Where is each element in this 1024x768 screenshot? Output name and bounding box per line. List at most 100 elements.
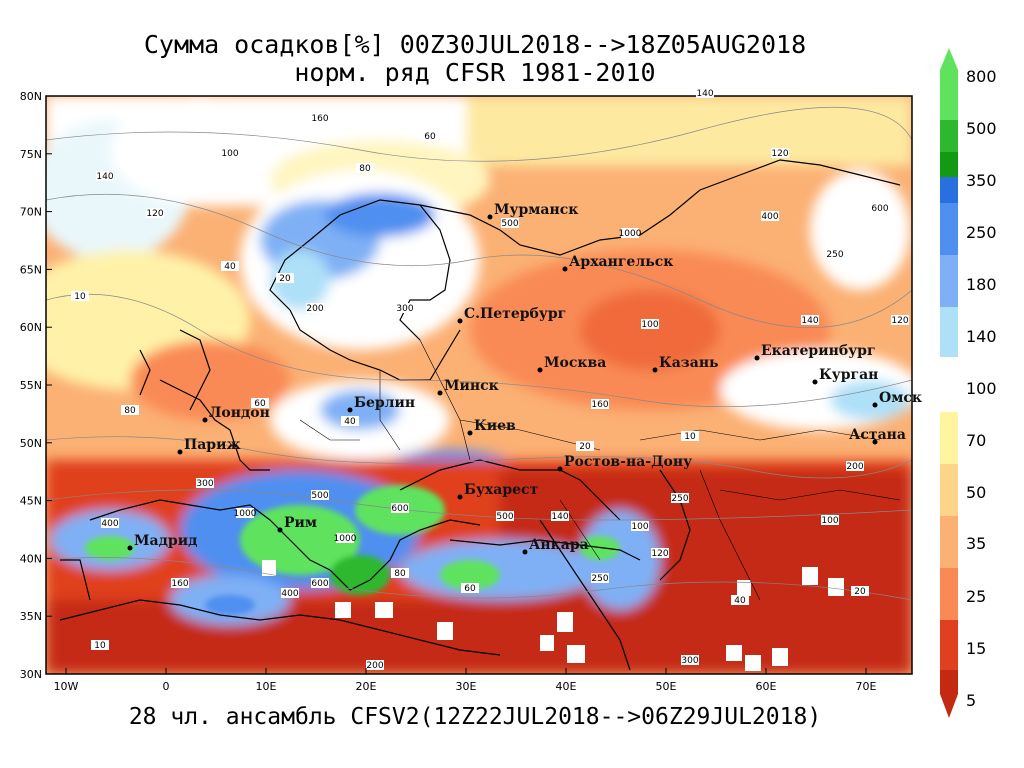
svg-text:300: 300: [196, 479, 213, 489]
lat-tick-label: 55N: [20, 379, 42, 392]
city-marker: Минск: [437, 378, 499, 396]
contour-value-label: 100: [631, 521, 649, 532]
contour-value-label: 1000: [334, 533, 357, 544]
contour-value-label: 1000: [234, 508, 257, 519]
latitude-axis: 80N 75N 70N 65N 60N 55N 50N 45N 40N 35N 30N: [20, 90, 52, 681]
city-name: Астана: [849, 427, 906, 443]
svg-text:60: 60: [254, 399, 266, 409]
svg-text:300: 300: [396, 304, 413, 314]
colorbar-segment: [940, 516, 958, 568]
colorbar-label: 70: [966, 431, 986, 450]
contour-value-label: 20: [851, 586, 869, 597]
city-marker: Париж: [177, 437, 241, 455]
lat-tick-label: 75N: [20, 148, 42, 161]
lon-tick-label: 70E: [856, 680, 877, 693]
contour-value-label: 140: [96, 171, 114, 182]
colorbar-segment: [940, 70, 958, 120]
colorbar-label: 350: [966, 171, 997, 190]
svg-text:160: 160: [171, 579, 188, 589]
city-name: Анкара: [529, 537, 589, 553]
svg-text:40: 40: [224, 262, 236, 272]
contour-value-label: 40: [731, 595, 749, 606]
city-marker: Курган: [812, 367, 878, 385]
lat-tick-label: 50N: [20, 437, 42, 450]
svg-text:100: 100: [221, 149, 238, 159]
colorbar-bottom-arrow: [940, 694, 958, 718]
contour-value-label: 100: [221, 148, 239, 159]
contour-value-label: 200: [366, 660, 384, 671]
svg-text:200: 200: [846, 462, 863, 472]
city-marker: Ростов-на-Дону: [557, 454, 692, 472]
svg-text:10: 10: [94, 641, 106, 651]
city-name: Москва: [544, 355, 606, 371]
colorbar-label: 25: [966, 587, 986, 606]
colorbar-label: 50: [966, 483, 986, 502]
lat-tick-label: 65N: [20, 263, 42, 276]
lat-tick-label: 60N: [20, 321, 42, 334]
svg-text:40: 40: [734, 596, 746, 606]
contour-value-label: 120: [771, 148, 789, 159]
colorbar-label: 800: [966, 67, 997, 86]
contour-value-label: 20: [276, 273, 294, 284]
city-marker: Мадрид: [127, 533, 197, 551]
city-name: Омск: [879, 390, 922, 406]
svg-text:60: 60: [424, 132, 436, 142]
contour-value-label: 120: [891, 315, 909, 326]
contour-value-label: 160: [171, 578, 189, 589]
svg-text:20: 20: [854, 587, 866, 597]
city-name: Минск: [444, 378, 499, 394]
svg-text:140: 140: [696, 89, 713, 99]
contour-value-label: 200: [306, 303, 324, 314]
svg-text:600: 600: [871, 204, 888, 214]
svg-text:250: 250: [671, 494, 688, 504]
city-name: Ростов-на-Дону: [564, 454, 692, 470]
svg-text:100: 100: [821, 516, 838, 526]
lon-tick-label: 0: [163, 680, 170, 693]
contour-value-label: 10: [71, 291, 89, 302]
city-marker: Бухарест: [457, 482, 539, 500]
svg-text:250: 250: [826, 250, 843, 260]
svg-text:140: 140: [551, 512, 568, 522]
city-labels: Мурманск Архангельск С.Петербург Москва Каза…: [127, 202, 922, 555]
city-name: Мадрид: [134, 533, 197, 549]
colorbar-segment: [940, 620, 958, 670]
svg-text:160: 160: [311, 114, 328, 124]
svg-text:500: 500: [311, 491, 328, 501]
svg-text:160: 160: [591, 400, 608, 410]
contour-value-label: 60: [421, 131, 439, 142]
colorbar-label: 15: [966, 639, 986, 658]
lon-tick-label: 10W: [54, 680, 79, 693]
city-marker: Омск: [872, 390, 922, 408]
city-name: Париж: [184, 437, 241, 453]
city-marker: Архангельск: [562, 254, 673, 272]
colorbar-label: 5: [966, 691, 976, 710]
city-marker: Лондон: [202, 405, 270, 423]
svg-text:600: 600: [311, 579, 328, 589]
svg-text:80: 80: [359, 164, 371, 174]
contour-value-label: 140: [801, 315, 819, 326]
colorbar-segment: [940, 412, 958, 464]
city-name: Рим: [284, 515, 317, 531]
lat-tick-label: 35N: [20, 610, 42, 623]
lat-tick-label: 45N: [20, 495, 42, 508]
contour-value-label: 500: [311, 490, 329, 501]
lon-tick-label: 50E: [656, 680, 677, 693]
city-marker: Рим: [277, 515, 317, 533]
svg-text:1000: 1000: [334, 534, 357, 544]
colorbar-segment: [940, 357, 958, 412]
city-marker: Анкара: [522, 537, 589, 555]
city-name: Екатеринбург: [761, 343, 876, 359]
svg-text:500: 500: [496, 512, 513, 522]
colorbar-label: 180: [966, 275, 997, 294]
contour-value-label: 250: [591, 573, 609, 584]
colorbar-label: 140: [966, 327, 997, 346]
svg-text:20: 20: [279, 274, 291, 284]
contour-value-label: 140: [551, 511, 569, 522]
city-name: Мурманск: [494, 202, 578, 218]
svg-text:1000: 1000: [619, 229, 642, 239]
city-marker: Москва: [537, 355, 606, 373]
city-name: Курган: [819, 367, 878, 383]
precip-field: [46, 96, 912, 674]
svg-text:40: 40: [344, 417, 356, 427]
colorbar-segment: [940, 120, 958, 152]
